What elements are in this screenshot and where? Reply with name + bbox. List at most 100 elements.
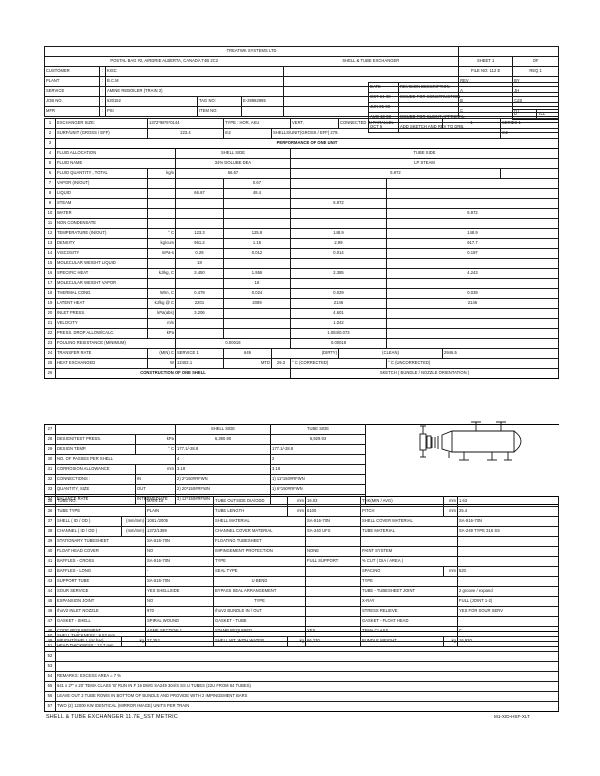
- fluid-qty-label: FLUID QUANTITY , TOTAL: [55, 168, 148, 179]
- impingement-label: IMPINGEMENT PROTECTION: [213, 546, 307, 557]
- fouling-resistance-blank: [386, 338, 560, 349]
- temperature-unit: ° C: [147, 228, 176, 239]
- noncondensate-shell-in: [175, 218, 224, 229]
- corrosion-allow-tube: 3.18: [270, 464, 366, 475]
- rhov2-inlet-value: 970: [145, 606, 215, 617]
- tube-no-value: MAIN 16: [145, 496, 215, 507]
- transfer-rate-unit: (MIN) C: [147, 348, 176, 359]
- vapor-shell-out: 0.67: [222, 178, 292, 189]
- transfer-rate-clean-label: (CLEAN): [338, 348, 444, 359]
- gasket-tube-value: [305, 616, 362, 627]
- density-shell-in: 961.2: [175, 238, 224, 249]
- shell-material-label: SHELL MATERIAL: [213, 516, 307, 527]
- temperature-label: TEMPERATURE (IN/OUT): [55, 228, 148, 239]
- molwt-vapor-label: MOLECULAR WEIGHT VAPOR: [55, 278, 148, 289]
- specific-heat-tube-in: 2.385: [290, 268, 388, 279]
- sketch-area-1: [365, 424, 559, 435]
- thermal-cond-shell-out: 0.024: [222, 288, 292, 299]
- tube-pitch-unit: mm: [443, 506, 459, 517]
- heat-exchanged-unit: W: [147, 358, 176, 369]
- temperature-shell-in: 123.3: [175, 228, 224, 239]
- expansion-type-label: TYPE: [213, 596, 307, 607]
- float-head-cover-value: NO: [145, 546, 215, 557]
- table-row: 3 PERFORMANCE OF ONE UNIT: [44, 138, 560, 149]
- molwt-liquid-tube-out: [386, 258, 560, 269]
- surf-unit-unit: m2: [223, 128, 272, 139]
- table-row: 18 THERMAL COND. W/m, C 0.479 0.024 0.02…: [44, 288, 560, 299]
- steam-label: STEAM: [55, 198, 148, 209]
- table-row: 46 rhoV2 INLET NOZZLE 970 rhoV2 BUNDLE I…: [44, 606, 560, 617]
- field-tagno-value: E-29982985: [241, 96, 284, 107]
- inlet-press-label: INLET PRESS.: [55, 308, 148, 319]
- row-num: 44: [44, 586, 56, 597]
- tube-thk-label: THK(MIN / AVG): [360, 496, 445, 507]
- table-row: 36 TUBE TYPE PLAIN TUBE LENGTH mm 6100 P…: [44, 506, 560, 517]
- impingement-value: NONE: [305, 546, 362, 557]
- mtd-uncorrected: ° C (UNCORRECTED): [386, 358, 560, 369]
- table-row: 33 QUANTITY, SIZE OUT 2) 20*150#RFWN 1) …: [44, 484, 559, 495]
- row-num: 18: [44, 288, 56, 299]
- liquid-label: LIQUID: [55, 188, 148, 199]
- row-num: 27: [44, 424, 56, 435]
- mtd-label: MTD: [223, 358, 272, 369]
- table-row: 5 FLUID NAME 34% DOLUBE DEA LP STEAM: [44, 158, 560, 169]
- xray-value: FULL (JOINT 1-2): [457, 596, 560, 607]
- row-num: 35: [44, 496, 56, 507]
- liquid-tube-out: [386, 188, 560, 199]
- thermal-cond-tube-in: 0.029: [290, 288, 388, 299]
- press-drop-unit: kPa: [147, 328, 176, 339]
- table-row: 20 INLET PRESS. kPa(abs) 3.206 4.601: [44, 308, 560, 319]
- latent-heat-tube-in: 2146: [290, 298, 388, 309]
- noncondensate-unit: [147, 218, 176, 229]
- transfer-rate-service: SERVICE 1: [175, 348, 224, 359]
- stationary-tubesheet-label: STATIONARY TUBESHEET: [54, 536, 147, 547]
- connections-in-key: IN: [135, 474, 176, 485]
- tube-od-value: 16.03: [305, 496, 362, 507]
- doc-title-cell-top: [458, 46, 560, 57]
- floating-tubesheet-label: FLOATING TUBESHEET: [213, 536, 307, 547]
- expansion-joint-value: NO: [145, 596, 215, 607]
- latent-heat-shell-out: 2089: [222, 298, 292, 309]
- transfer-rate-value: 649: [223, 348, 272, 359]
- row-num: 10: [44, 208, 56, 219]
- table-row: 32 CONNECTIONS : IN 2) 2*150#RFWN 1) 11*…: [44, 474, 559, 485]
- design-press-shell: 6,390.90: [175, 434, 271, 445]
- steam-tube-out: [386, 198, 560, 209]
- noncondensate-tube-in: [290, 218, 388, 229]
- sketch-banner: SKETCH ( BUNDLE / NOZZLE ORIENTATION ): [290, 368, 560, 379]
- table-row: 14 VISCOSITY mPa-s 0.28 0.012 0.014 0.19…: [44, 248, 560, 259]
- viscosity-tube-in: 0.014: [290, 248, 388, 259]
- velocity-tube-out: [386, 318, 560, 329]
- company-name: TREATWK SYSTEMS LTD: [226, 48, 277, 54]
- row-num: 8: [44, 188, 56, 199]
- remarks-excess-area: REMARKS: EXCESS AREA = 7 %: [55, 671, 559, 682]
- density-label: DENSITY: [55, 238, 148, 249]
- blank-note-53: [55, 661, 559, 672]
- water-tube-out: 5.972: [386, 208, 560, 219]
- table-row: 17 MOLECULAR WEIGHT VAPOR 18: [44, 278, 560, 289]
- row-num: 13: [44, 238, 56, 249]
- table-row: 25 HEAT EXCHANGED W 12402.1 MTD 29.3 ° C…: [44, 358, 560, 369]
- field-itemno-value: [241, 106, 284, 117]
- table-row: 10 WATER 5.972: [44, 208, 560, 219]
- water-label: WATER: [55, 208, 148, 219]
- shells-unit-label: SHELLS/UNIT(GROSS / EFF) 279.: [270, 128, 502, 139]
- field-tagno-label: TAG NO:: [197, 96, 242, 107]
- thermal-cond-tube-out: 0.039: [386, 288, 560, 299]
- viscosity-label: VISCOSITY: [55, 248, 148, 259]
- molwt-liquid-unit: [147, 258, 176, 269]
- inlet-press-shell-in: 3.206: [175, 308, 224, 319]
- fouling-resistance-tube: 0.00018: [290, 338, 388, 349]
- specific-heat-unit: kJ/kg, C: [147, 268, 176, 279]
- row-num: 42: [44, 566, 56, 577]
- design-temp-shell: 177.1/-28.8: [175, 444, 271, 455]
- row-num: 12: [44, 228, 56, 239]
- molwt-vapor-tube-in: [290, 278, 388, 289]
- table-row: 12 TEMPERATURE (IN/OUT) ° C 123.3 125.8 …: [44, 228, 560, 239]
- thermal-cond-shell-in: 0.479: [175, 288, 224, 299]
- table-row: 23 FOULING RESISTANCE (MINIMUM) 0.00018 …: [44, 338, 560, 349]
- construction-banner: CONSTRUCTION OF ONE SHELL: [54, 368, 292, 379]
- tube-material-label: TUBE MATERIAL: [360, 526, 459, 537]
- row-num: 15: [44, 258, 56, 269]
